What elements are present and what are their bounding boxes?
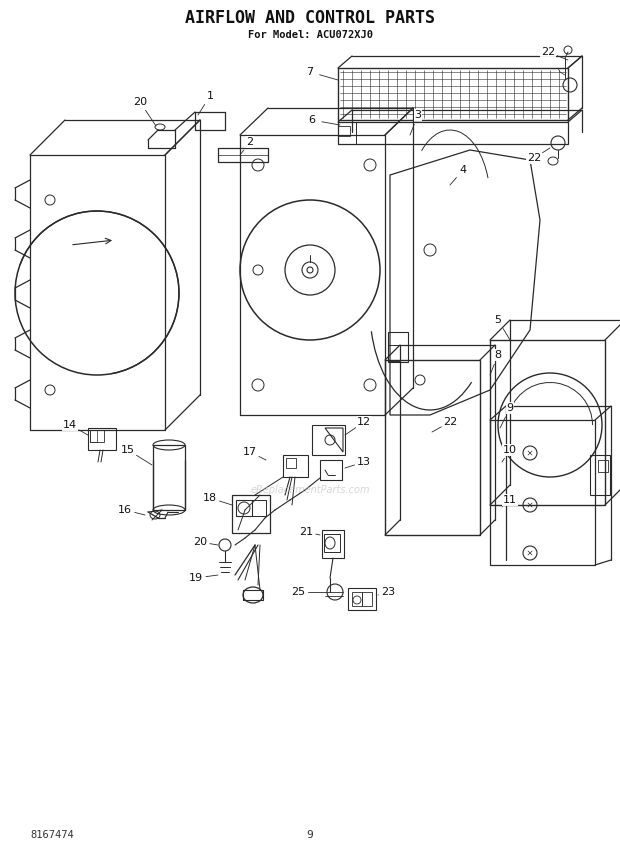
Bar bbox=[322, 530, 344, 558]
Text: 8: 8 bbox=[494, 350, 502, 360]
Bar bbox=[590, 455, 610, 495]
Text: 21: 21 bbox=[299, 527, 313, 537]
Bar bbox=[388, 345, 400, 361]
Text: 6: 6 bbox=[309, 115, 316, 125]
Text: 7: 7 bbox=[306, 67, 314, 77]
Text: 23: 23 bbox=[381, 587, 395, 597]
Text: 2: 2 bbox=[246, 137, 254, 147]
Bar bbox=[324, 534, 340, 552]
Text: 5: 5 bbox=[495, 315, 502, 325]
Text: 3: 3 bbox=[415, 110, 422, 120]
Text: 8167474: 8167474 bbox=[30, 830, 74, 840]
Bar bbox=[490, 340, 605, 505]
Bar bbox=[598, 460, 608, 472]
Text: 16: 16 bbox=[118, 505, 132, 515]
Bar bbox=[352, 592, 362, 606]
Text: 10: 10 bbox=[503, 445, 517, 455]
Text: 11: 11 bbox=[503, 495, 517, 505]
Text: 18: 18 bbox=[203, 493, 217, 503]
Text: 17: 17 bbox=[243, 447, 257, 457]
Text: 9: 9 bbox=[307, 830, 313, 840]
Bar bbox=[388, 332, 408, 362]
Bar bbox=[252, 500, 266, 516]
Text: 4: 4 bbox=[459, 165, 467, 175]
Bar bbox=[348, 588, 376, 610]
Bar bbox=[90, 430, 97, 442]
Bar bbox=[338, 126, 350, 136]
Text: 19: 19 bbox=[189, 573, 203, 583]
Text: AIRFLOW AND CONTROL PARTS: AIRFLOW AND CONTROL PARTS bbox=[185, 9, 435, 27]
Text: 22: 22 bbox=[527, 153, 541, 163]
Bar bbox=[88, 428, 116, 450]
Text: 25: 25 bbox=[291, 587, 305, 597]
Bar bbox=[320, 460, 342, 480]
Bar bbox=[232, 495, 270, 533]
Text: 15: 15 bbox=[121, 445, 135, 455]
Bar bbox=[338, 122, 568, 144]
Bar bbox=[338, 68, 568, 120]
Bar bbox=[286, 458, 296, 468]
Text: 14: 14 bbox=[63, 420, 77, 430]
Text: 22: 22 bbox=[443, 417, 457, 427]
Bar bbox=[218, 148, 268, 162]
Bar bbox=[312, 425, 345, 455]
Bar bbox=[236, 500, 252, 516]
Bar bbox=[218, 148, 268, 155]
Bar bbox=[362, 592, 372, 606]
Bar bbox=[283, 455, 308, 477]
Text: 12: 12 bbox=[357, 417, 371, 427]
Bar bbox=[490, 420, 595, 565]
Bar bbox=[385, 360, 480, 535]
Text: 9: 9 bbox=[507, 403, 513, 413]
Bar bbox=[338, 122, 356, 144]
Text: 13: 13 bbox=[357, 457, 371, 467]
Text: 20: 20 bbox=[193, 537, 207, 547]
Text: 1: 1 bbox=[206, 91, 213, 101]
Bar bbox=[90, 430, 104, 442]
Text: For Model: ACU072XJ0: For Model: ACU072XJ0 bbox=[247, 30, 373, 40]
Text: 22: 22 bbox=[541, 47, 555, 57]
Text: 20: 20 bbox=[133, 97, 147, 107]
Bar bbox=[153, 445, 185, 510]
Text: eReplacementParts.com: eReplacementParts.com bbox=[250, 485, 370, 495]
